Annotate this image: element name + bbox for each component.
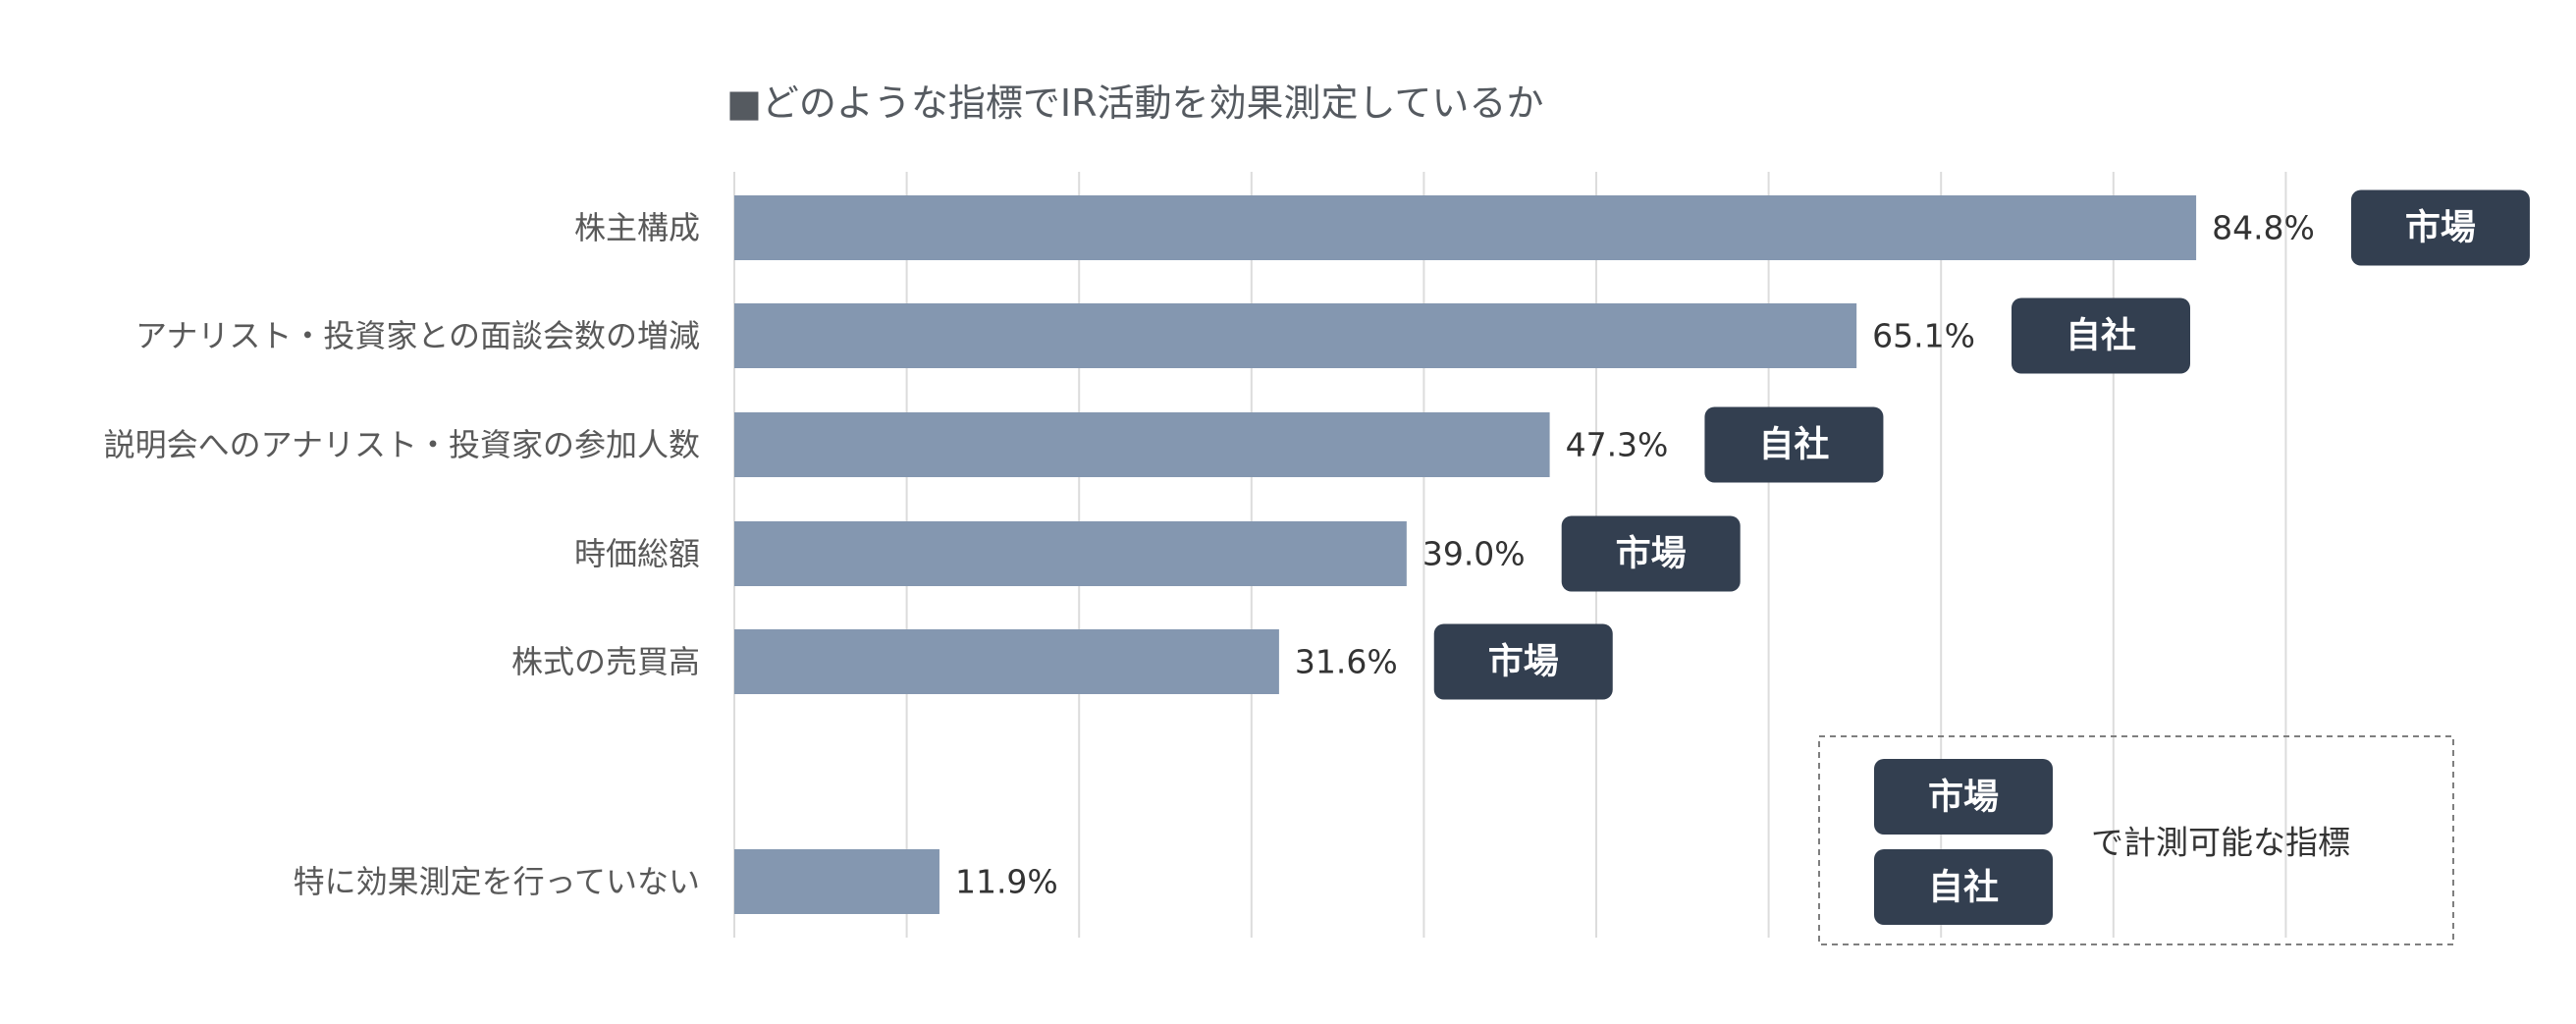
legend-badge-company-bg	[1874, 849, 2053, 925]
badge-bg	[2350, 189, 2530, 266]
badge-label: 市場	[1488, 642, 1559, 682]
value-label: 31.6%	[1295, 643, 1398, 681]
badge-bg	[1704, 406, 1884, 483]
legend-badge-market-label: 市場	[1928, 778, 1999, 818]
bar	[734, 303, 1857, 368]
category-label: アナリスト・投資家との面談会数の増減	[135, 317, 700, 354]
category-label: 説明会へのアナリスト・投資家の参加人数	[104, 426, 700, 463]
badge: 市場	[1433, 623, 1613, 700]
bar	[734, 195, 2197, 260]
badge-label: 自社	[1758, 425, 1829, 465]
badge: 自社	[2011, 297, 2190, 374]
value-label: 84.8%	[2212, 209, 2315, 247]
bar	[734, 521, 1407, 586]
legend-box	[1818, 735, 2454, 945]
chart-title: ■どのような指標でIR活動を効果測定しているか	[726, 81, 1543, 125]
category-label: 株式の売買高	[511, 643, 700, 680]
legend-badge-market: 市場	[1874, 759, 2053, 835]
category-label: 特に効果測定を行っていない	[294, 863, 700, 900]
value-labels: 84.8% 65.1% 47.3% 39.0% 31.6% 11.9%	[955, 209, 2315, 901]
badge-bg	[2011, 297, 2190, 374]
badge: 市場	[2350, 189, 2530, 266]
legend-text: で計測可能な指標	[2091, 824, 2350, 862]
bar	[734, 412, 1550, 477]
legend-badge-market-bg	[1874, 759, 2053, 835]
badge-bg	[1561, 515, 1741, 592]
value-label: 65.1%	[1872, 317, 1975, 355]
value-label: 47.3%	[1566, 426, 1669, 464]
badge-bg	[1433, 623, 1613, 700]
legend-badge-company: 自社	[1874, 849, 2053, 925]
chart-title-text: ■どのような指標でIR活動を効果測定しているか	[726, 81, 1543, 125]
chart-bars	[734, 195, 2197, 914]
value-label: 11.9%	[955, 863, 1058, 901]
legend-badge-company-label: 自社	[1928, 868, 1999, 908]
badge-label: 市場	[2405, 208, 2476, 248]
value-label: 39.0%	[1422, 535, 1526, 573]
bar	[734, 849, 939, 914]
badge: 自社	[1704, 406, 1884, 483]
badge: 市場	[1561, 515, 1741, 592]
category-label: 時価総額	[574, 535, 700, 572]
badge-label: 自社	[2066, 316, 2136, 356]
category-labels: 株主構成アナリスト・投資家との面談会数の増減説明会へのアナリスト・投資家の参加人…	[104, 209, 700, 900]
category-label: 株主構成	[574, 209, 700, 246]
badge-label: 市場	[1616, 534, 1687, 574]
legend: 市場 自社 で計測可能な指標	[1818, 735, 2454, 945]
bar	[734, 629, 1279, 694]
